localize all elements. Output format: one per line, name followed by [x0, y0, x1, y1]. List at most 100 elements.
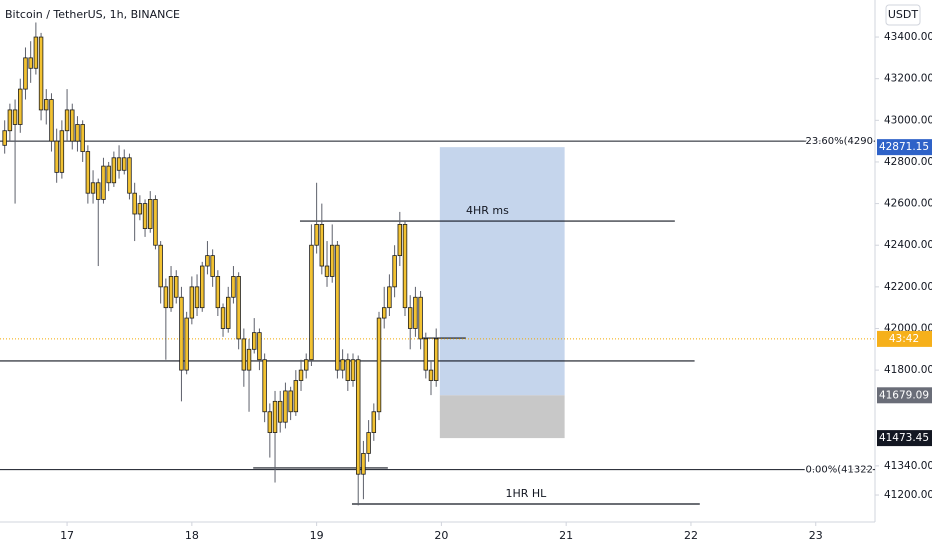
candle-body [54, 140, 59, 173]
currency-button[interactable] [885, 4, 921, 26]
candle-body [350, 359, 356, 381]
candle-body [371, 411, 377, 433]
countdown-badge [877, 330, 932, 347]
candle-body [85, 151, 91, 194]
candle-body [96, 182, 101, 200]
candle-body [314, 224, 319, 246]
candle-body [418, 296, 423, 340]
fib-label: 23.60%(4290 [806, 136, 873, 147]
candle-body [174, 276, 179, 298]
candle-body [142, 203, 148, 229]
candle-body [324, 265, 330, 277]
candle-body [257, 332, 262, 361]
x-tick-label: 18 [185, 529, 199, 542]
candle-body [319, 224, 325, 267]
candle-body [220, 307, 226, 329]
level-label: 4HR ms [466, 204, 509, 217]
target-badge [877, 139, 932, 156]
candle-body [137, 203, 143, 215]
candle-body [397, 224, 403, 257]
candle-body [278, 400, 283, 423]
candle-body [189, 286, 195, 319]
candle-body [163, 286, 169, 309]
candle-body [407, 307, 413, 329]
candle-body [361, 452, 366, 475]
candle-body [309, 244, 314, 361]
candle-body [329, 244, 335, 277]
candle-body [236, 276, 241, 340]
candle-body [168, 276, 174, 309]
countdown: 43:42 [889, 333, 919, 345]
candle-body [381, 307, 387, 319]
candle-body [101, 165, 106, 200]
target-label: 42871.15 [879, 141, 929, 153]
candle-body [132, 192, 137, 215]
candle-body [106, 165, 111, 184]
candle-body [80, 124, 85, 152]
candle-body [402, 224, 408, 309]
candle-body [158, 244, 163, 288]
entry-badge [877, 387, 932, 404]
stop-zone [439, 395, 565, 439]
candle-body [340, 359, 345, 371]
candle-body [210, 255, 215, 277]
x-tick-label: 22 [684, 529, 698, 542]
candle-body [231, 276, 236, 298]
candle-body [38, 36, 44, 111]
fib-label: 0.00%(41322 [806, 465, 873, 476]
candle-body [200, 265, 205, 309]
candle-body [44, 99, 49, 111]
target-zone [439, 147, 565, 396]
candle-body [262, 359, 267, 413]
y-tick-label: 41800.00 [884, 364, 932, 376]
candle-body [413, 296, 418, 329]
candle-body [246, 348, 252, 371]
chart-title: Bitcoin / TetherUS, 1h, BINANCE [5, 8, 180, 21]
level-label: 1HR HL [505, 487, 547, 500]
y-tick-label: 41340.00 [884, 460, 932, 472]
candle-body [387, 286, 392, 309]
candle-body [304, 359, 309, 371]
candle-body [33, 36, 39, 69]
candle-body [428, 369, 434, 381]
candle-body [392, 255, 397, 288]
x-tick-label: 23 [809, 529, 823, 542]
stop-badge [877, 430, 932, 447]
candle-body [59, 130, 65, 173]
candle-body [366, 432, 371, 454]
price-axis [875, 0, 932, 550]
candle-body [2, 130, 7, 146]
candle-body [12, 109, 18, 125]
candle-body [153, 199, 158, 246]
candle-body [18, 88, 23, 125]
y-tick-label: 43400.00 [884, 31, 932, 43]
candle-body [335, 244, 340, 371]
candle-body [90, 182, 96, 194]
currency[interactable]: USDT [888, 8, 919, 21]
candle-body [272, 400, 278, 433]
candle-body [127, 157, 132, 194]
candle-body [226, 296, 231, 329]
candle-body [252, 332, 257, 350]
y-tick-label: 42600.00 [884, 198, 932, 210]
candle-body [179, 296, 184, 371]
candle-body [376, 317, 382, 413]
candle-body [423, 338, 429, 371]
candle-body [355, 359, 361, 475]
x-tick-label: 21 [559, 529, 573, 542]
candle-body [184, 317, 189, 371]
candle-body [288, 390, 293, 413]
y-tick-label: 42200.00 [884, 281, 932, 293]
y-tick-label: 42800.00 [884, 156, 932, 168]
candle-body [70, 109, 75, 142]
candle-body [148, 199, 153, 229]
candle-body [49, 99, 54, 142]
candle-body [122, 157, 127, 171]
candle-body [298, 369, 304, 381]
candle-body [293, 380, 299, 413]
candle-body [64, 109, 70, 132]
candle-body [283, 390, 288, 423]
candle-body [267, 411, 273, 433]
candle-body [75, 124, 80, 142]
